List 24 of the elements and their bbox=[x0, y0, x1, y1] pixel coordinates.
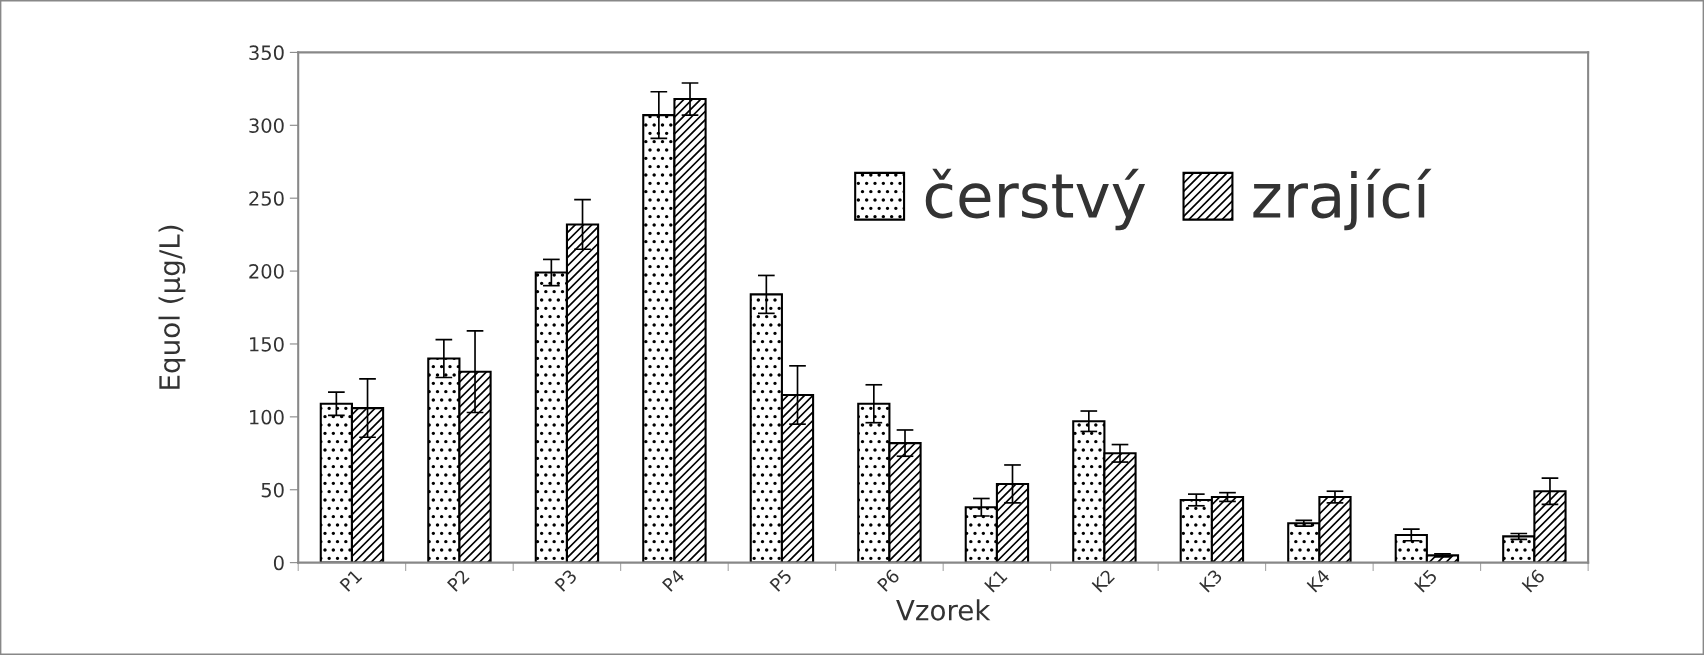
y-tick-label: 50 bbox=[261, 482, 284, 498]
x-tick-label: K2 bbox=[1091, 569, 1115, 593]
x-tick-label: P5 bbox=[769, 569, 793, 592]
y-tick-label: 250 bbox=[249, 191, 284, 206]
x-axis-title: Vzorek bbox=[896, 599, 991, 621]
x-tick-label: P2 bbox=[446, 569, 470, 592]
x-tick-label: K5 bbox=[1414, 569, 1438, 593]
x-tick-label: P1 bbox=[339, 569, 363, 592]
y-tick-label: 300 bbox=[249, 118, 284, 133]
y-tick-label: 100 bbox=[250, 409, 284, 425]
x-tick-label: K4 bbox=[1306, 568, 1331, 593]
y-tick-label: 150 bbox=[250, 336, 284, 352]
y-tick-label: 0 bbox=[273, 555, 284, 571]
legend-label: zrající bbox=[1253, 168, 1432, 231]
x-tick-label: K6 bbox=[1521, 568, 1546, 593]
y-tick-label: 200 bbox=[249, 264, 284, 279]
x-tick-label: K1 bbox=[984, 569, 1008, 593]
x-tick-label: P3 bbox=[554, 568, 578, 592]
x-tick-label: K3 bbox=[1198, 568, 1223, 593]
x-tick-label: P4 bbox=[661, 568, 686, 592]
y-tick-label: 350 bbox=[249, 45, 284, 61]
x-tick-label: P6 bbox=[876, 568, 901, 592]
y-axis-title: Equol (µg/L) bbox=[158, 225, 186, 389]
legend-label: čerstvý bbox=[925, 168, 1146, 231]
